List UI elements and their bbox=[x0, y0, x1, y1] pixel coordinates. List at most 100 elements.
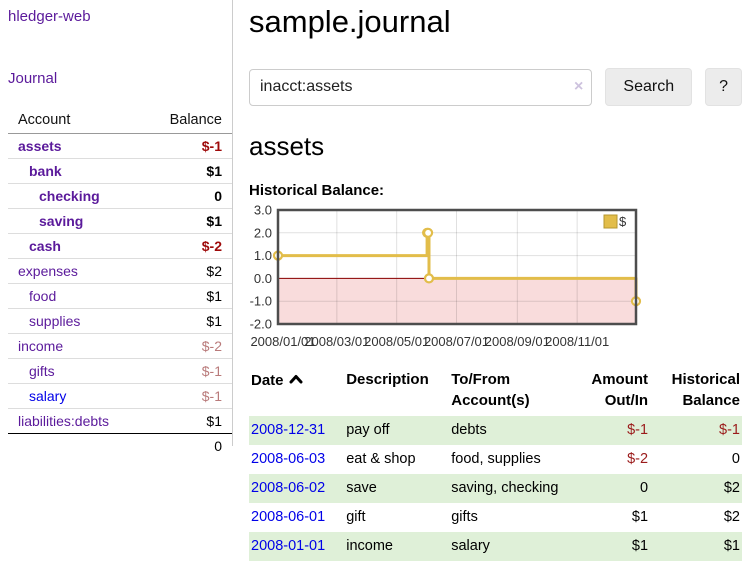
svg-text:0.0: 0.0 bbox=[254, 271, 272, 286]
account-link-liabilities-debts[interactable]: liabilities:debts bbox=[18, 413, 110, 429]
account-row: saving $1 bbox=[8, 208, 232, 234]
account-balance: $-1 bbox=[146, 358, 232, 384]
account-row: bank $1 bbox=[8, 158, 232, 184]
register-header-balance: Historical Balance bbox=[650, 367, 742, 416]
account-balance: $1 bbox=[146, 308, 232, 334]
svg-text:1.0: 1.0 bbox=[254, 248, 272, 263]
transaction-date-link[interactable]: 2008-06-02 bbox=[251, 480, 326, 496]
accounts-table: Account Balance assets $-1 bank $1 check… bbox=[8, 108, 232, 458]
search-input[interactable] bbox=[249, 68, 593, 106]
account-row: checking 0 bbox=[8, 183, 232, 209]
transaction-accounts: saving, checking bbox=[451, 480, 559, 496]
transaction-date-link[interactable]: 2008-06-01 bbox=[251, 509, 326, 525]
search-button[interactable]: Search bbox=[605, 68, 693, 106]
main-content: sample.journal × Search ? assets Histori… bbox=[233, 0, 742, 561]
account-balance: 0 bbox=[146, 183, 232, 209]
account-heading: assets bbox=[249, 131, 325, 161]
sidebar-item-journal[interactable]: Journal bbox=[8, 70, 58, 87]
register-header-description: Description bbox=[346, 371, 429, 388]
transaction-amount: $1 bbox=[631, 538, 649, 554]
transaction-amount: $1 bbox=[631, 509, 649, 525]
account-link-saving[interactable]: saving bbox=[39, 213, 84, 229]
svg-text:2008/03/01: 2008/03/01 bbox=[304, 334, 369, 349]
account-row: food $1 bbox=[8, 283, 232, 309]
amount-header-line1: Amount bbox=[591, 371, 649, 388]
historical-balance-chart: 3.0 2.0 1.0 0.0 -1.0 -2.0 2008/01/01 2008/03/01… bbox=[249, 203, 742, 351]
transaction-description: eat & shop bbox=[346, 451, 416, 467]
account-link-food[interactable]: food bbox=[29, 288, 57, 304]
transaction-accounts: gifts bbox=[451, 509, 478, 525]
account-row: assets $-1 bbox=[8, 134, 232, 159]
clear-search-icon[interactable]: × bbox=[574, 77, 584, 95]
transaction-accounts: salary bbox=[451, 538, 490, 554]
account-row: gifts $-1 bbox=[8, 358, 232, 384]
transaction-balance: $1 bbox=[723, 538, 740, 554]
accounts-header-line1: To/From bbox=[451, 371, 511, 388]
svg-text:2008/05/01: 2008/05/01 bbox=[364, 334, 429, 349]
transaction-amount: 0 bbox=[639, 480, 649, 496]
account-balance: $-1 bbox=[201, 138, 222, 154]
account-balance: $1 bbox=[146, 208, 232, 234]
account-balance: $-2 bbox=[146, 333, 232, 359]
register-row: 2008-06-01 gift gifts $1 $2 bbox=[249, 503, 742, 532]
svg-text:-2.0: -2.0 bbox=[250, 317, 272, 332]
svg-text:2.0: 2.0 bbox=[254, 225, 272, 240]
account-row: liabilities:debts $1 bbox=[8, 408, 232, 434]
svg-text:2008/01/01: 2008/01/01 bbox=[250, 334, 315, 349]
account-balance: $-1 bbox=[146, 383, 232, 409]
account-link-assets[interactable]: assets bbox=[18, 138, 62, 154]
sidebar: hledger-web Journal Account Balance asse… bbox=[0, 0, 233, 458]
transaction-accounts: food, supplies bbox=[451, 451, 541, 467]
accounts-total-value: 0 bbox=[146, 433, 232, 458]
account-link-bank[interactable]: bank bbox=[29, 163, 62, 179]
accounts-header-account: Account bbox=[8, 108, 147, 134]
transaction-amount: $-2 bbox=[627, 451, 649, 467]
accounts-header-balance: Balance bbox=[146, 108, 232, 134]
balance-header-line1: Historical bbox=[671, 371, 740, 388]
amount-header-line2: Out/In bbox=[604, 392, 649, 409]
account-balance: $2 bbox=[146, 258, 232, 284]
register-header-accounts: To/From Account(s) bbox=[449, 367, 571, 416]
transaction-balance: $-1 bbox=[719, 422, 740, 438]
transaction-balance: $2 bbox=[723, 480, 740, 496]
transaction-amount: $-1 bbox=[627, 422, 649, 438]
svg-text:$: $ bbox=[619, 214, 627, 229]
page-title: sample.journal bbox=[249, 4, 451, 39]
account-link-cash[interactable]: cash bbox=[29, 238, 61, 254]
account-row: cash $-2 bbox=[8, 233, 232, 259]
search-box: × bbox=[249, 68, 593, 106]
transaction-description: income bbox=[346, 538, 393, 554]
account-link-expenses[interactable]: expenses bbox=[18, 263, 78, 279]
accounts-header-line2: Account(s) bbox=[451, 392, 530, 409]
account-link-supplies[interactable]: supplies bbox=[29, 313, 81, 329]
transaction-date-link[interactable]: 2008-01-01 bbox=[251, 538, 326, 554]
app-title-link[interactable]: hledger-web bbox=[8, 8, 91, 25]
account-balance: $-2 bbox=[146, 233, 232, 259]
svg-text:2008/11/01: 2008/11/01 bbox=[545, 334, 609, 349]
sort-ascending-icon bbox=[289, 369, 303, 390]
transaction-accounts: debts bbox=[451, 422, 487, 438]
help-button[interactable]: ? bbox=[705, 68, 742, 106]
chart-canvas: 3.0 2.0 1.0 0.0 -1.0 -2.0 2008/01/012008/03/01… bbox=[250, 203, 642, 349]
account-balance: $1 bbox=[146, 283, 232, 309]
svg-text:-1.0: -1.0 bbox=[250, 294, 272, 309]
account-link-checking[interactable]: checking bbox=[39, 188, 100, 204]
accounts-total-row: 0 bbox=[8, 433, 232, 458]
account-row: salary $-1 bbox=[8, 383, 232, 409]
account-balance: $1 bbox=[146, 408, 232, 434]
account-link-gifts[interactable]: gifts bbox=[29, 363, 55, 379]
date-header-label: Date bbox=[251, 372, 284, 389]
account-link-salary[interactable]: salary bbox=[29, 388, 67, 404]
chart-title: Historical Balance: bbox=[249, 182, 385, 199]
account-balance: $1 bbox=[146, 158, 232, 184]
transaction-balance: $2 bbox=[723, 509, 740, 525]
account-link-income[interactable]: income bbox=[18, 338, 64, 354]
register-header-date[interactable]: Date bbox=[249, 367, 344, 416]
register-row: 2008-01-01 income salary $1 $1 bbox=[249, 532, 742, 561]
transaction-date-link[interactable]: 2008-06-03 bbox=[251, 451, 326, 467]
transaction-date-link[interactable]: 2008-12-31 bbox=[251, 422, 326, 438]
register-row: 2008-06-02 save saving, checking 0 $2 bbox=[249, 474, 742, 503]
register-table: Date Description To/From Account(s) Amou… bbox=[249, 367, 742, 561]
search-form: × Search ? bbox=[249, 68, 742, 106]
